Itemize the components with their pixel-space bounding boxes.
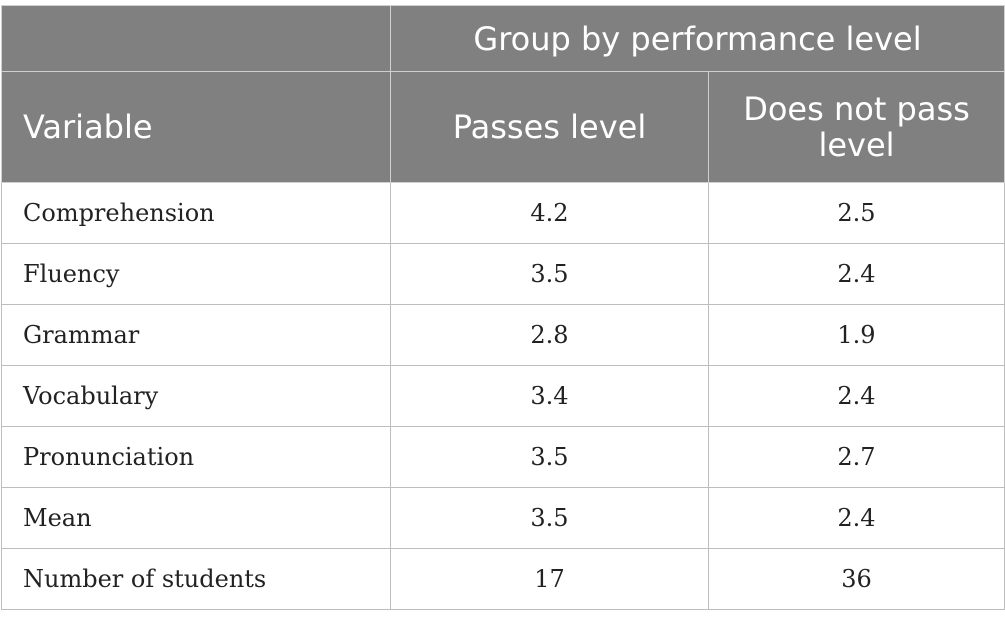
passes-value: 3.5 xyxy=(390,426,709,488)
passes-value: 3.5 xyxy=(390,487,709,549)
passes-value: 17 xyxy=(390,548,709,610)
table-row: Grammar 2.8 1.9 xyxy=(1,304,1005,366)
row-label: Mean xyxy=(1,487,391,549)
table-row: Pronunciation 3.5 2.7 xyxy=(1,426,1005,488)
table-row: Comprehension 4.2 2.5 xyxy=(1,182,1005,244)
table-row: Vocabulary 3.4 2.4 xyxy=(1,365,1005,427)
not-pass-value: 1.9 xyxy=(708,304,1005,366)
table-body: Comprehension 4.2 2.5 Fluency 3.5 2.4 Gr… xyxy=(1,182,1005,610)
row-label: Pronunciation xyxy=(1,426,391,488)
passes-value: 2.8 xyxy=(390,304,709,366)
row-label: Grammar xyxy=(1,304,391,366)
row-label: Fluency xyxy=(1,243,391,305)
not-pass-value: 2.4 xyxy=(708,365,1005,427)
row-label: Vocabulary xyxy=(1,365,391,427)
header-empty-cell xyxy=(1,5,391,72)
passes-level-header: Passes level xyxy=(390,71,709,183)
group-header: Group by performance level xyxy=(390,5,1005,72)
variable-header: Variable xyxy=(1,71,391,183)
row-label: Comprehension xyxy=(1,182,391,244)
passes-value: 3.4 xyxy=(390,365,709,427)
table-row: Number of students 17 36 xyxy=(1,548,1005,610)
not-pass-value: 2.5 xyxy=(708,182,1005,244)
performance-table: Group by performance level Variable Pass… xyxy=(1,5,1005,610)
not-pass-value: 36 xyxy=(708,548,1005,610)
does-not-pass-header: Does not pass level xyxy=(708,71,1005,183)
row-label: Number of students xyxy=(1,548,391,610)
table-row: Fluency 3.5 2.4 xyxy=(1,243,1005,305)
passes-value: 3.5 xyxy=(390,243,709,305)
not-pass-value: 2.4 xyxy=(708,243,1005,305)
table-header: Group by performance level Variable Pass… xyxy=(1,5,1005,183)
header-row-columns: Variable Passes level Does not pass leve… xyxy=(1,71,1005,183)
table-row: Mean 3.5 2.4 xyxy=(1,487,1005,549)
not-pass-value: 2.7 xyxy=(708,426,1005,488)
passes-value: 4.2 xyxy=(390,182,709,244)
not-pass-value: 2.4 xyxy=(708,487,1005,549)
header-row-group: Group by performance level xyxy=(1,5,1005,72)
